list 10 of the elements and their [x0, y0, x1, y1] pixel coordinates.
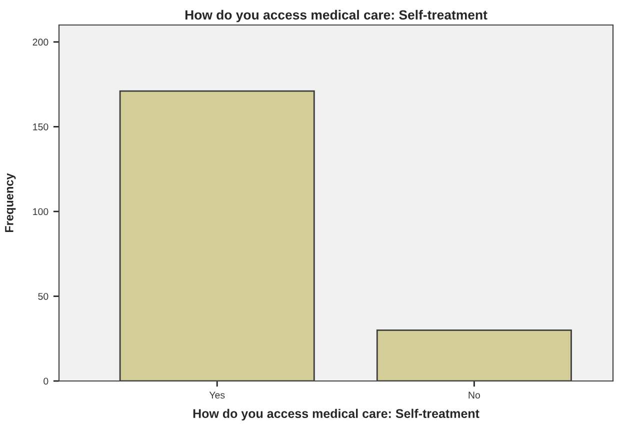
- x-tick-label: Yes: [209, 392, 225, 399]
- x-tick-label: No: [468, 392, 480, 399]
- y-tick-label: 0: [44, 378, 48, 385]
- y-tick-label: 150: [33, 123, 48, 130]
- chart-title: How do you access medical care: Self-treatment: [185, 10, 488, 22]
- y-tick-label: 200: [32, 38, 48, 46]
- y-tick-label: 100: [33, 208, 48, 216]
- y-axis-title: Frequency: [5, 173, 16, 232]
- x-axis-title: How do you access medical care: Self-treatment: [193, 408, 480, 420]
- y-tick-label: 50: [38, 292, 48, 300]
